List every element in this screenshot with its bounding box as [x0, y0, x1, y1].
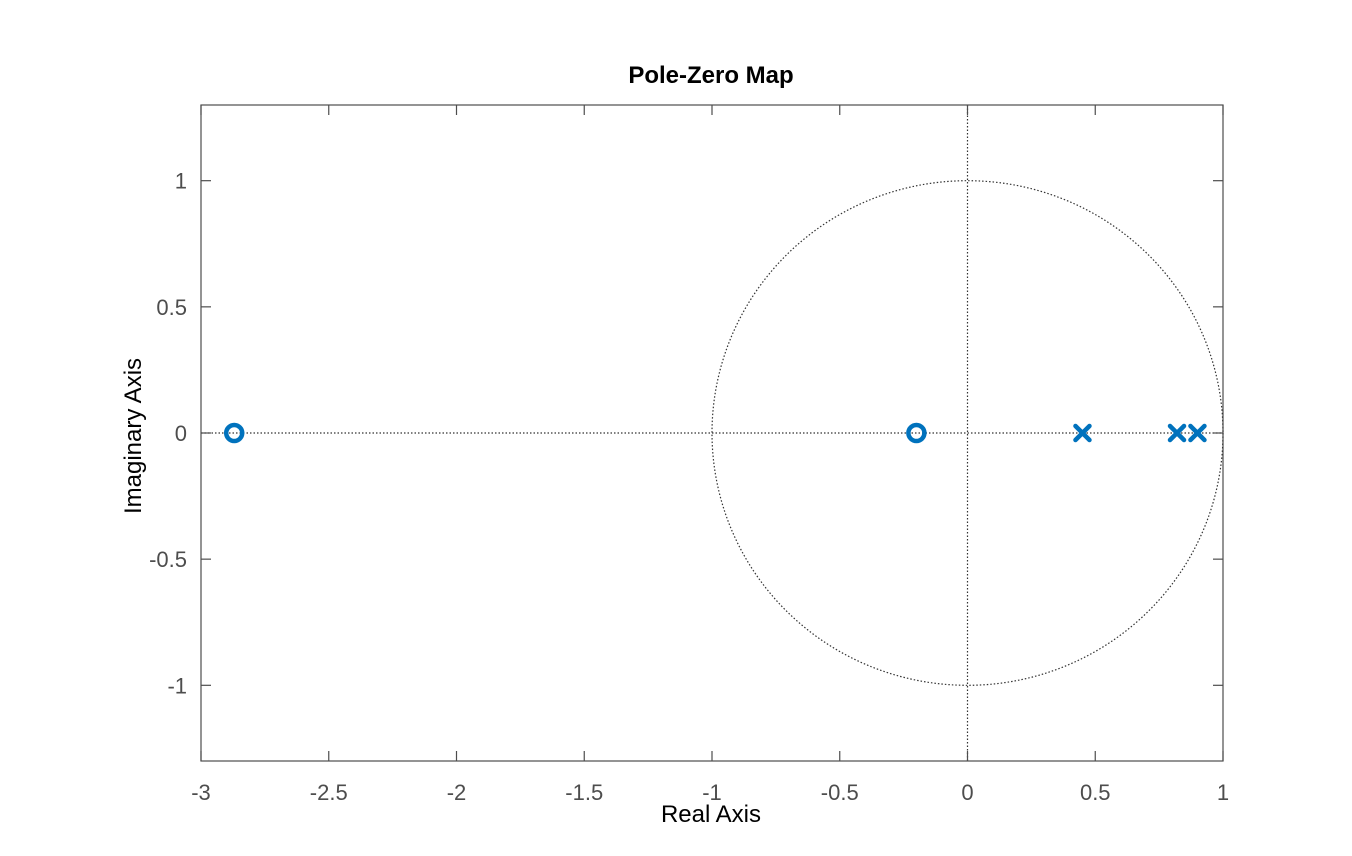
x-tick-label: -0.5 [821, 780, 859, 805]
y-tick-label: 1 [175, 169, 187, 194]
x-tick-label: 0.5 [1080, 780, 1111, 805]
x-tick-label: 0 [961, 780, 973, 805]
y-tick-label: 0 [175, 421, 187, 446]
y-tick-labels: -1 -0.5 0 0.5 1 [149, 169, 187, 699]
x-tick-label: 1 [1217, 780, 1229, 805]
y-tick-label: 0.5 [156, 295, 187, 320]
x-tick-label: -2 [447, 780, 467, 805]
chart-title: Pole-Zero Map [628, 62, 793, 89]
x-tick-label: -1.5 [565, 780, 603, 805]
y-tick-label: -0.5 [149, 547, 187, 572]
x-axis-label: Real Axis [661, 801, 761, 828]
x-tick-label: -3 [191, 780, 211, 805]
plot-area: -3 -2.5 -2 -1.5 -1 -0.5 0 0.5 1 -1 -0.5 0 0.5 1 [149, 105, 1229, 805]
x-tick-label: -2.5 [310, 780, 348, 805]
y-axis-label: Imaginary Axis [120, 358, 147, 514]
y-tick-label: -1 [167, 673, 187, 698]
